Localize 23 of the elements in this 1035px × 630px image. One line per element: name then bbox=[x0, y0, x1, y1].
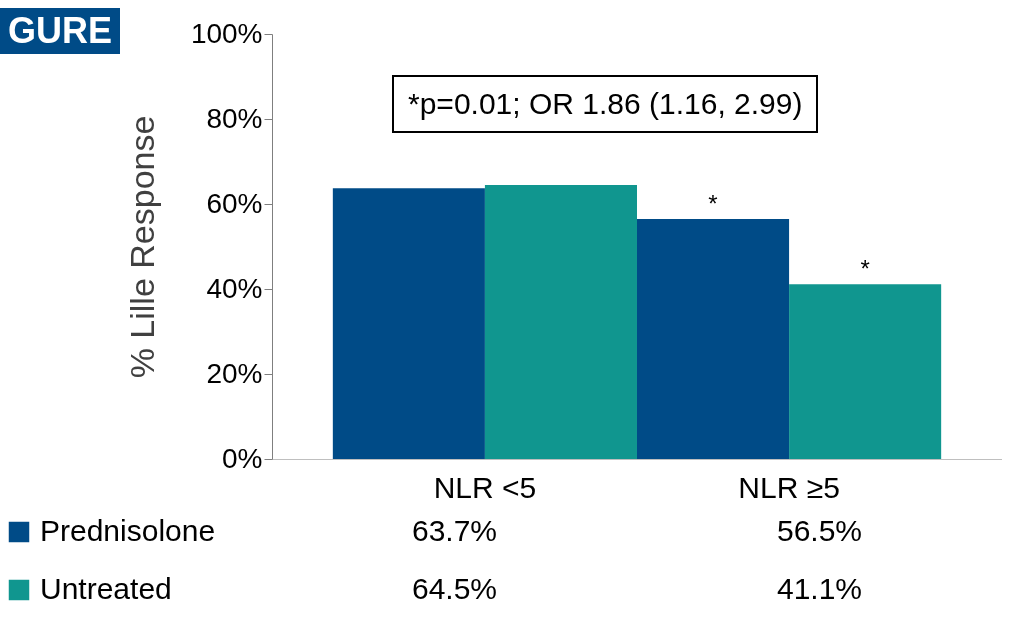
y-axis-title: % Lille Response bbox=[122, 115, 161, 379]
bar bbox=[332, 188, 485, 459]
y-tick-label: 0% bbox=[222, 442, 263, 474]
y-tick-label: 20% bbox=[206, 357, 263, 389]
bar bbox=[637, 218, 790, 459]
data-label: 64.5% bbox=[411, 572, 498, 605]
data-label: 41.1% bbox=[776, 572, 863, 605]
bar bbox=[789, 284, 942, 459]
y-tick-label: 40% bbox=[206, 272, 263, 304]
text: GURE bbox=[0, 8, 121, 54]
x-tick-label: NLR <5 bbox=[433, 470, 537, 504]
data-label: 63.7% bbox=[411, 514, 498, 547]
bar bbox=[484, 184, 637, 459]
legend-label: Untreated bbox=[40, 572, 172, 605]
annotation: *p=0.01; OR 1.86 (1.16, 2.99) bbox=[392, 75, 819, 133]
y-tick-label: 80% bbox=[206, 102, 263, 134]
data-label: 56.5% bbox=[776, 514, 863, 547]
x-tick-label: NLR ≥5 bbox=[738, 470, 840, 504]
annotation: * bbox=[708, 189, 718, 217]
y-tick-label: 60% bbox=[206, 187, 263, 219]
legend-label: Prednisolone bbox=[40, 514, 216, 547]
annotation: * bbox=[860, 255, 870, 283]
y-tick-label: 100% bbox=[190, 17, 263, 49]
